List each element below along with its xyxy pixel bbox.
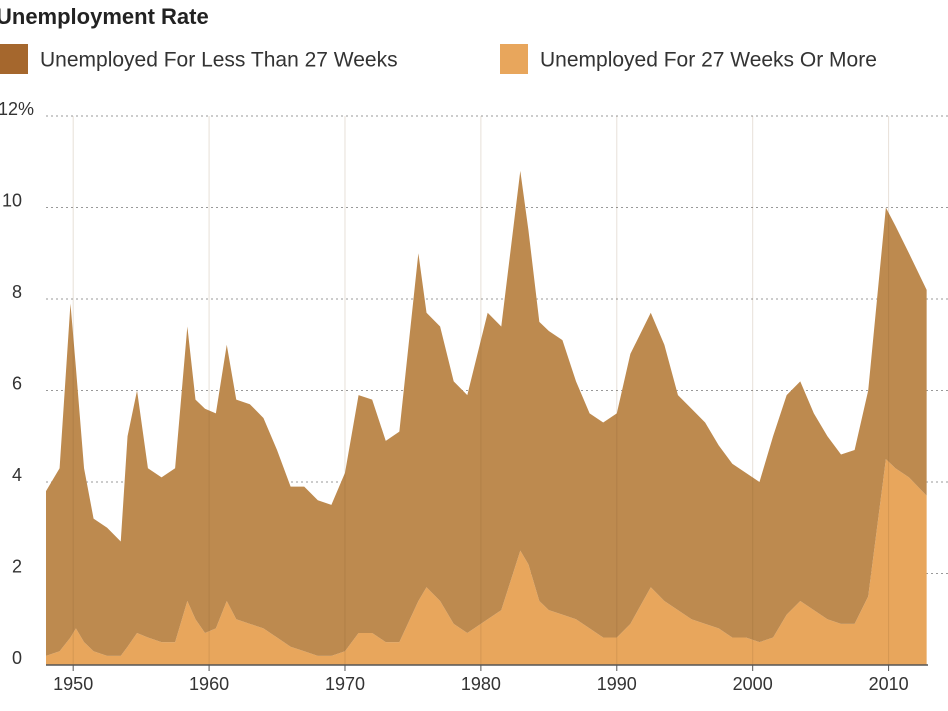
y-tick-label: 4 bbox=[12, 465, 22, 485]
legend-label: Unemployed For Less Than 27 Weeks bbox=[40, 49, 398, 72]
y-tick-label: 0 bbox=[12, 648, 22, 668]
y-tick-label: 10 bbox=[2, 190, 22, 210]
legend-swatch bbox=[500, 44, 528, 74]
y-tick-label: 6 bbox=[12, 373, 22, 393]
area bbox=[46, 170, 927, 656]
chart-title: Unemployment Rate bbox=[0, 4, 209, 29]
y-tick-label: 2 bbox=[12, 556, 22, 576]
x-tick-label: 1990 bbox=[597, 674, 637, 694]
y-tick-label: 8 bbox=[12, 282, 22, 302]
x-tick-label: 2010 bbox=[869, 674, 909, 694]
x-tick-label: 1960 bbox=[189, 674, 229, 694]
x-tick-label: 1980 bbox=[461, 674, 501, 694]
plot-area bbox=[46, 170, 927, 665]
axes: 0 2 4 6 8 10 12% 1950 1960 1970 1980 1990 2000 2010 bbox=[0, 99, 928, 694]
legend-label: Unemployed For 27 Weeks Or More bbox=[540, 49, 877, 72]
legend-swatch bbox=[0, 44, 28, 74]
x-tick-label: 1970 bbox=[325, 674, 365, 694]
x-tick-label: 2000 bbox=[733, 674, 773, 694]
x-tick-label: 1950 bbox=[53, 674, 93, 694]
area bbox=[46, 459, 927, 665]
legend: Unemployed For Less Than 27 Weeks Unemplo… bbox=[0, 44, 877, 74]
y-tick-label: 12% bbox=[0, 99, 34, 119]
